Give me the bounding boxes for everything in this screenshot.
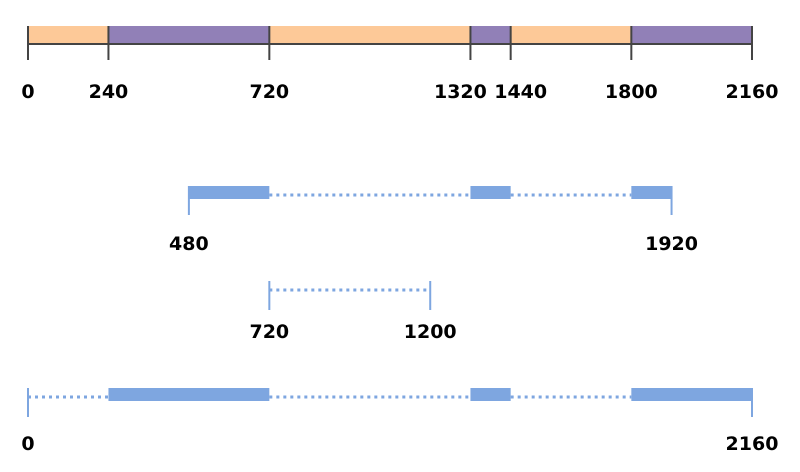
timeline-segment [470, 26, 511, 44]
interval-row: 0 2160 [21, 388, 778, 455]
tick-label: 2160 [726, 81, 779, 103]
interval-row: 480 1920 [169, 186, 698, 255]
solid-span [188, 186, 270, 199]
range-label: 1200 [404, 321, 457, 343]
timeline-axis: 0 240 720 1320 1440 1800 2160 [21, 26, 778, 103]
timeline-segment [631, 26, 752, 44]
timeline-bar [28, 26, 752, 44]
solid-span [631, 388, 752, 401]
interval-row: 720 1200 [249, 281, 457, 343]
tick-label: 240 [89, 81, 129, 103]
solid-span [108, 388, 270, 401]
range-label: 720 [249, 321, 289, 343]
range-label: 480 [169, 233, 209, 255]
solid-span [470, 186, 511, 199]
solid-span [631, 186, 672, 199]
timeline-segment [269, 26, 471, 44]
timeline-segment [108, 26, 270, 44]
tick-label: 1440 [494, 81, 547, 103]
range-label: 0 [21, 433, 34, 455]
timeline-segment [510, 26, 632, 44]
range-label: 2160 [726, 433, 779, 455]
tick-label: 1800 [605, 81, 658, 103]
tick-label: 0 [21, 81, 34, 103]
tick-label: 1320 [434, 81, 487, 103]
timeline-segment [28, 26, 109, 44]
interval-rows: 480 1920 720 1200 0 2160 [21, 186, 778, 455]
solid-span [470, 388, 511, 401]
range-label: 1920 [645, 233, 698, 255]
tick-label: 720 [249, 81, 289, 103]
